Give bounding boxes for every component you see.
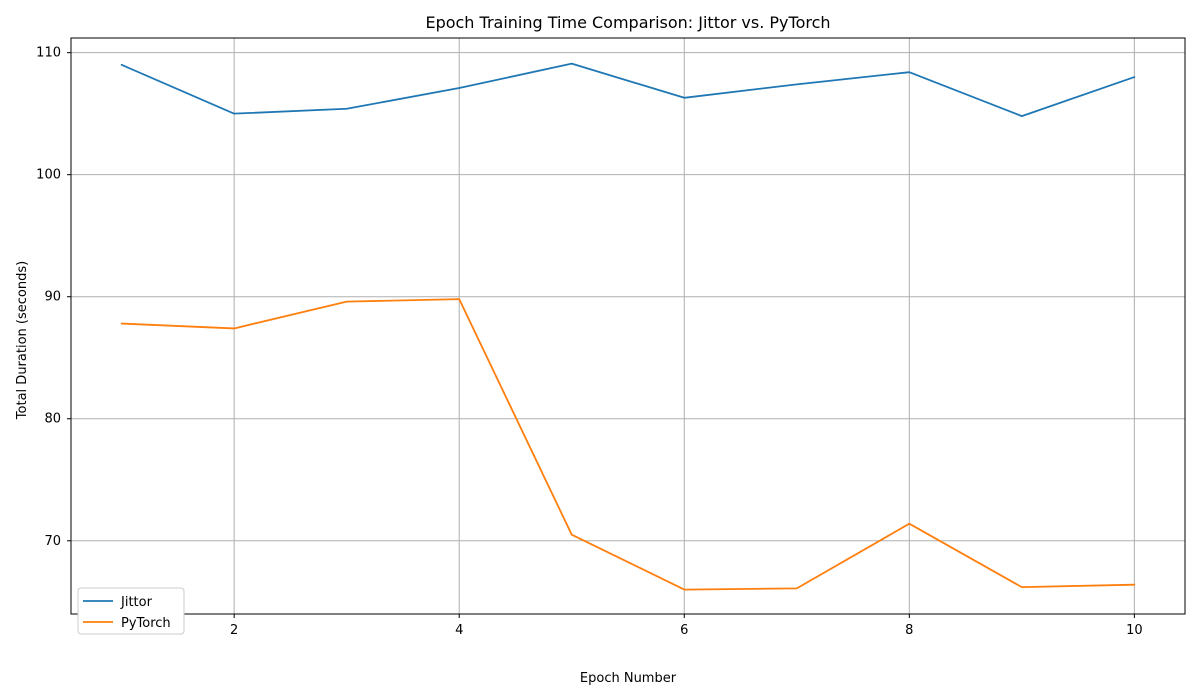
x-tick-label-6: 6 (680, 623, 688, 638)
y-tick-label-90: 90 (44, 290, 61, 305)
y-axis-label: Total Duration (seconds) (15, 261, 30, 420)
x-axis-label: Epoch Number (580, 671, 677, 686)
series-line-pytorch (120, 298, 1136, 591)
series-lines (120, 62, 1136, 591)
y-tick-label-110: 110 (36, 46, 61, 61)
x-tick-label-8: 8 (905, 623, 913, 638)
chart-title: Epoch Training Time Comparison: Jittor v… (425, 13, 830, 32)
grid-lines (71, 38, 1185, 614)
axis-ticks: 2 4 6 8 10 70 80 90 100 110 (36, 46, 1142, 638)
x-tick-label-10: 10 (1126, 623, 1143, 638)
x-tick-label-4: 4 (455, 623, 463, 638)
y-tick-label-70: 70 (44, 534, 61, 549)
x-tick-label-2: 2 (230, 623, 238, 638)
y-tick-label-80: 80 (44, 412, 61, 427)
plot-frame (70, 37, 1186, 615)
legend-label-jittor: Jittor (120, 595, 153, 610)
y-tick-label-100: 100 (36, 168, 61, 183)
legend-label-pytorch: PyTorch (121, 616, 171, 631)
legend: Jittor PyTorch (77, 587, 185, 635)
series-line-jittor (120, 62, 1136, 118)
